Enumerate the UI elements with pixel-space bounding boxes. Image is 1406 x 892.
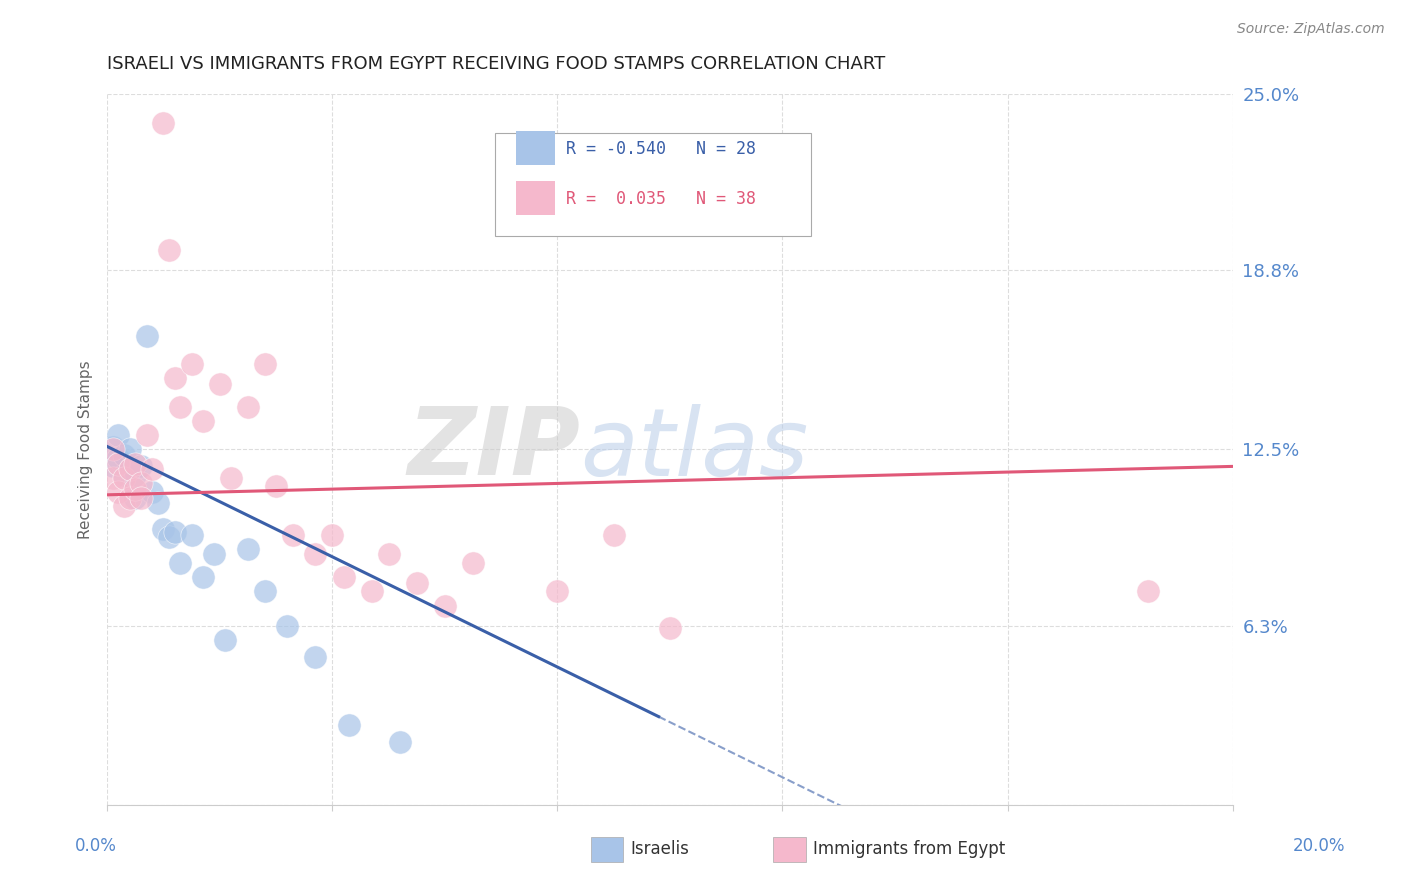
Point (112, 499, 135, 513)
Text: ISRAELI VS IMMIGRANTS FROM EGYPT RECEIVING FOOD STAMPS CORRELATION CHART: ISRAELI VS IMMIGRANTS FROM EGYPT RECEIVI… (107, 55, 886, 73)
Point (124, 457, 146, 471)
Point (118, 491, 141, 505)
Point (163, 524, 186, 539)
FancyBboxPatch shape (495, 133, 811, 236)
Text: 0.0%: 0.0% (75, 837, 117, 855)
Point (107, 457, 129, 471)
Point (169, 400, 191, 414)
Point (202, 548, 225, 562)
Point (377, 548, 399, 562)
Point (433, 599, 456, 613)
Point (191, 570, 214, 584)
Point (236, 541, 259, 556)
Point (360, 584, 382, 599)
Point (107, 428, 129, 442)
Point (124, 491, 146, 505)
Point (658, 621, 681, 635)
Point (146, 496, 169, 510)
Point (276, 618, 298, 632)
Point (152, 115, 174, 129)
Bar (516, 181, 555, 215)
Point (180, 527, 202, 541)
Point (219, 471, 242, 485)
Point (163, 371, 186, 385)
Point (152, 522, 174, 536)
Point (101, 440, 124, 454)
Point (602, 527, 624, 541)
Point (304, 548, 326, 562)
Bar (516, 131, 555, 165)
Point (208, 376, 231, 391)
Y-axis label: Receiving Food Stamps: Receiving Food Stamps (79, 360, 93, 539)
Text: Israelis: Israelis (630, 840, 689, 858)
Point (461, 556, 484, 570)
Point (107, 450, 129, 465)
Point (253, 357, 276, 371)
Text: Immigrants from Egypt: Immigrants from Egypt (813, 840, 1005, 858)
Point (112, 448, 135, 462)
Point (169, 556, 191, 570)
Text: R = -0.540   N = 28: R = -0.540 N = 28 (567, 140, 756, 158)
Point (129, 459, 152, 474)
Point (118, 462, 141, 476)
Point (118, 462, 141, 476)
Point (236, 400, 259, 414)
Point (388, 735, 411, 749)
Point (101, 471, 124, 485)
Point (304, 649, 326, 664)
Point (332, 570, 354, 584)
Point (321, 527, 343, 541)
Point (124, 482, 146, 496)
Point (129, 491, 152, 505)
Text: atlas: atlas (579, 404, 808, 495)
Text: Source: ZipAtlas.com: Source: ZipAtlas.com (1237, 22, 1385, 37)
Point (124, 467, 146, 482)
Point (101, 459, 124, 474)
Text: ZIP: ZIP (406, 403, 579, 495)
Point (157, 244, 180, 258)
Point (101, 442, 124, 457)
Point (191, 414, 214, 428)
Point (264, 479, 287, 493)
Point (405, 575, 427, 590)
Point (135, 328, 157, 343)
Point (546, 584, 568, 599)
Text: R =  0.035   N = 38: R = 0.035 N = 38 (567, 190, 756, 208)
Point (253, 584, 276, 599)
Point (112, 467, 135, 482)
Point (129, 476, 152, 491)
Point (1137, 584, 1160, 599)
Point (141, 485, 163, 500)
Text: 20.0%: 20.0% (1292, 837, 1346, 855)
Point (141, 462, 163, 476)
Point (157, 531, 180, 545)
Point (337, 718, 360, 732)
Point (281, 527, 304, 541)
Point (118, 442, 141, 457)
Point (107, 485, 129, 500)
Point (214, 632, 236, 647)
Point (180, 357, 202, 371)
Point (135, 428, 157, 442)
Point (112, 471, 135, 485)
